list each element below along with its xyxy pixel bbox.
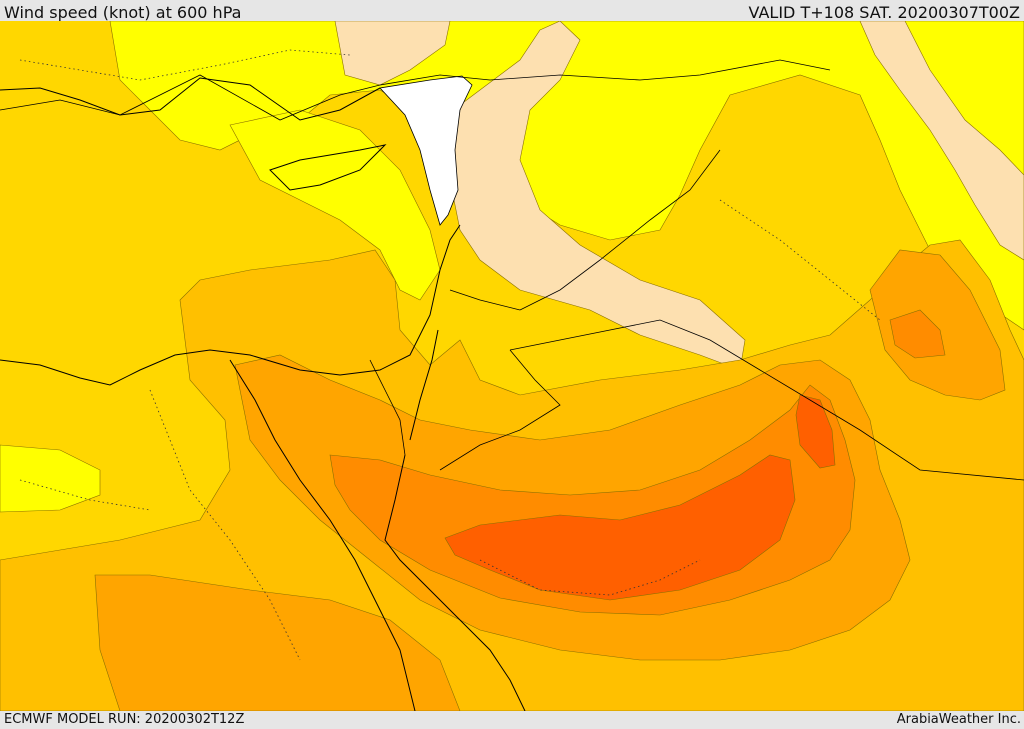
field-orange-2-south — [94, 574, 461, 711]
country-borders — [0, 59, 1024, 481]
field-orange-2-east — [869, 249, 1006, 401]
field-pale-north — [334, 21, 451, 86]
admin-boundaries — [19, 49, 881, 661]
field-white — [379, 75, 473, 226]
field-yellow-west-patch — [0, 444, 101, 513]
field-red-max — [444, 454, 796, 601]
map-title: Wind speed (knot) at 600 hPa — [4, 3, 242, 22]
coastlines — [0, 77, 526, 711]
wind-speed-map — [0, 21, 1024, 711]
model-run-label: ECMWF MODEL RUN: 20200302T12Z — [4, 712, 245, 727]
field-pale-iraq — [439, 21, 746, 371]
field-yellow-levant — [229, 109, 441, 301]
map-footer: ECMWF MODEL RUN: 20200302T12Z ArabiaWeat… — [0, 711, 1024, 729]
valid-time-label: VALID T+108 SAT. 20200307T00Z — [748, 3, 1020, 22]
field-pale-zagros — [859, 21, 1024, 261]
map-header: Wind speed (knot) at 600 hPa VALID T+108… — [0, 0, 1024, 22]
field-red-small — [795, 394, 836, 469]
field-orange-3-east — [889, 309, 946, 359]
credit-label: ArabiaWeather Inc. — [896, 712, 1021, 727]
